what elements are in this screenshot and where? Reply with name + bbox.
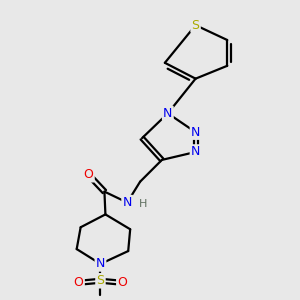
Text: N: N xyxy=(163,107,172,120)
Text: O: O xyxy=(84,168,94,181)
Text: S: S xyxy=(97,274,104,287)
Text: S: S xyxy=(192,19,200,32)
Text: N: N xyxy=(191,126,200,139)
Text: O: O xyxy=(117,276,127,289)
Text: O: O xyxy=(74,276,84,289)
Text: N: N xyxy=(96,257,105,270)
Text: H: H xyxy=(139,200,147,209)
Text: N: N xyxy=(122,196,132,209)
Text: N: N xyxy=(191,146,200,158)
